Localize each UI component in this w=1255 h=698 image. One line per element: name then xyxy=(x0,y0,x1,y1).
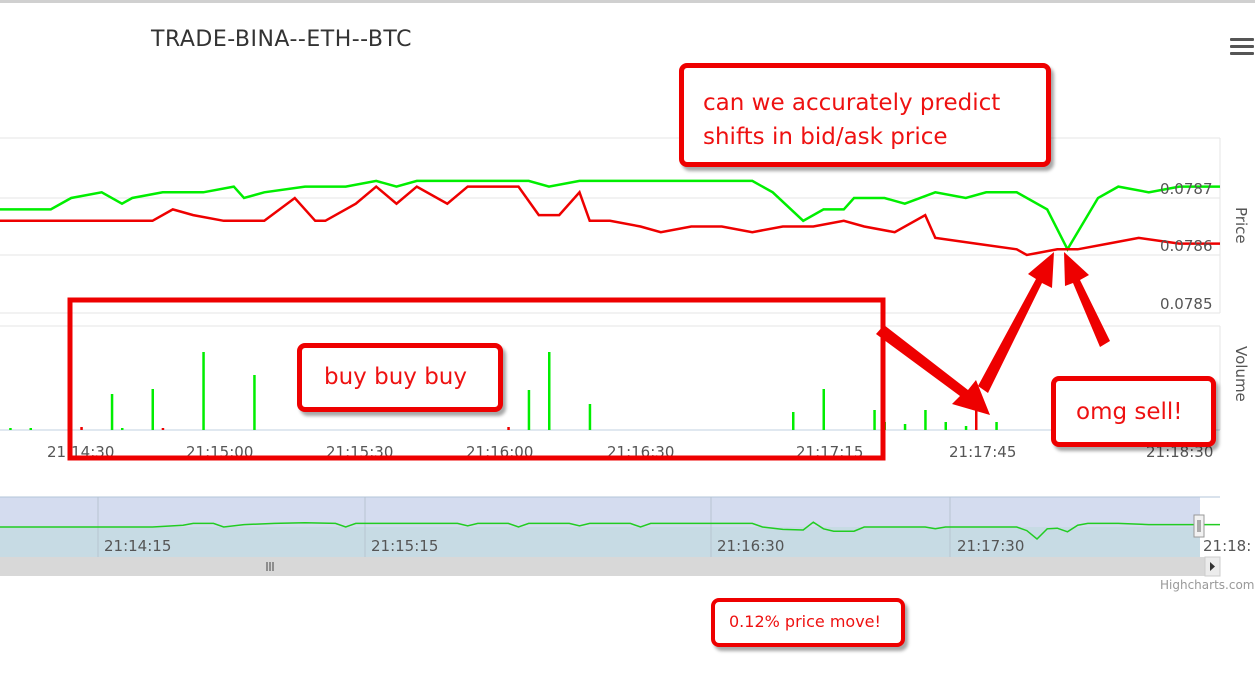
volume-bar xyxy=(29,428,32,430)
x-tick-label: 21:17:45 xyxy=(949,443,1016,461)
volume-bar xyxy=(903,424,907,430)
x-tick-label: 21:18:30 xyxy=(1146,443,1213,461)
price-tick-label: 0.0787 xyxy=(1160,180,1213,198)
navigator-tick-label: 21:14:15 xyxy=(104,537,171,555)
navigator-tick-label: 21:18: xyxy=(1203,537,1251,555)
annotation-arrows xyxy=(876,252,1110,415)
scroll-right-arrow-icon xyxy=(1210,562,1215,571)
volume-bar xyxy=(151,389,154,430)
price-tick-label: 0.0785 xyxy=(1160,295,1213,313)
volume-bar xyxy=(548,352,551,430)
price-tick-labels: 0.0787 0.0786 0.0785 xyxy=(1160,180,1213,313)
bid-price-line xyxy=(0,184,1220,257)
volume-bar xyxy=(80,427,83,430)
arrow-to-price-drop-icon xyxy=(978,252,1054,393)
hamburger-menu-icon[interactable] xyxy=(1230,38,1254,58)
volume-bar xyxy=(792,412,795,430)
volume-bar xyxy=(588,404,592,430)
volume-bar xyxy=(924,410,927,430)
volume-bar xyxy=(161,428,165,430)
ask-price-line xyxy=(0,179,1220,252)
navigator-area xyxy=(0,527,1200,557)
volume-bar xyxy=(253,375,256,430)
volume-bar xyxy=(822,389,825,430)
window-top-border xyxy=(0,0,1255,3)
volume-bar xyxy=(944,422,947,430)
volume-bar xyxy=(9,428,12,430)
navigator-tick-label: 21:16:30 xyxy=(717,537,784,555)
bid-series xyxy=(0,184,1220,257)
volume-series xyxy=(9,352,998,430)
ask-series xyxy=(0,179,1220,252)
navigator-handle-right[interactable] xyxy=(1193,514,1205,538)
price-tick-label: 0.0786 xyxy=(1160,237,1213,255)
volume-bar xyxy=(975,409,978,430)
volume-bar xyxy=(121,428,124,430)
buy-zone-highlight-box xyxy=(67,297,886,461)
chart-title: TRADE-BINA--ETH--BTC xyxy=(151,27,412,52)
volume-bar xyxy=(202,352,205,430)
predict-callout-line2: shifts in bid/ask price xyxy=(703,124,948,150)
navigator-tick-label: 21:15:15 xyxy=(371,537,438,555)
volume-bar xyxy=(995,422,998,430)
buy-callout: buy buy buy xyxy=(297,343,503,412)
volume-bar xyxy=(110,394,114,430)
volume-bar xyxy=(964,426,968,430)
highcharts-credits-link[interactable]: Highcharts.com xyxy=(1160,578,1255,592)
volume-axis-label: Volume xyxy=(1232,346,1250,402)
price-move-callout: 0.12% price move! xyxy=(711,598,905,647)
volume-bar xyxy=(873,410,876,430)
navigator-line xyxy=(0,521,1220,541)
sell-callout: omg sell! xyxy=(1051,376,1216,447)
volume-bar xyxy=(507,427,510,430)
predict-callout-line1: can we accurately predict xyxy=(703,90,1001,116)
navigator-series xyxy=(0,521,1220,541)
navigator-tick-label: 21:17:30 xyxy=(957,537,1024,555)
volume-bar xyxy=(527,390,531,430)
arrow-from-sell-icon xyxy=(1064,252,1110,347)
scrollbar-thumb[interactable] xyxy=(0,557,1205,576)
predict-callout: can we accurately predict shifts in bid/… xyxy=(679,63,1051,167)
price-axis-label: Price xyxy=(1232,207,1250,244)
arrow-to-sell-icon xyxy=(876,325,990,415)
